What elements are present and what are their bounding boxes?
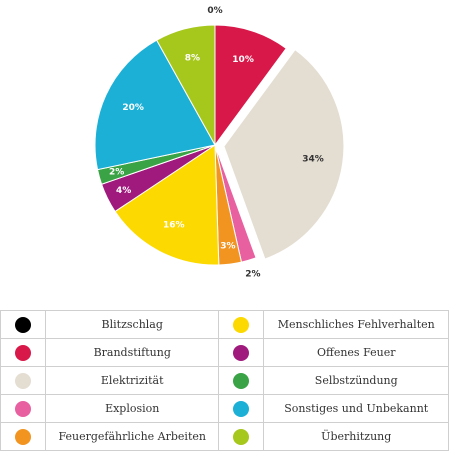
legend-icon-cell bbox=[0, 338, 46, 367]
legend-swatch bbox=[15, 400, 31, 417]
legend-swatch bbox=[233, 428, 250, 445]
legend-row: Brandstiftung Offenes Feuer bbox=[0, 338, 449, 367]
legend-icon-cell bbox=[218, 422, 265, 451]
legend-label: Elektrizität bbox=[44, 366, 220, 395]
pie-slice bbox=[155, 24, 216, 147]
slice-label: 2% bbox=[109, 168, 124, 178]
legend-label: Selbstzündung bbox=[263, 366, 449, 395]
legend-label: Menschliches Fehlverhalten bbox=[263, 310, 449, 339]
slice-label: 3% bbox=[220, 242, 235, 252]
legend-label: Explosion bbox=[44, 394, 220, 423]
pie-slice bbox=[214, 24, 287, 147]
legend: Blitzschlag Menschliches Fehlverhalten Bra… bbox=[0, 310, 449, 451]
legend-swatch bbox=[233, 344, 250, 361]
legend-label: Sonstiges und Unbekannt bbox=[263, 394, 449, 423]
legend-swatch bbox=[233, 400, 250, 417]
slice-label: 4% bbox=[116, 186, 131, 196]
legend-label: Brandstiftung bbox=[44, 338, 220, 367]
legend-swatch bbox=[15, 344, 31, 361]
legend-label: Feuergefährliche Arbeiten bbox=[44, 422, 220, 451]
pie-slice bbox=[223, 48, 345, 260]
legend-row: Feuergefährliche Arbeiten Überhitzung bbox=[0, 422, 449, 451]
legend-label: Überhitzung bbox=[263, 422, 449, 451]
slice-label: 2% bbox=[245, 269, 260, 279]
legend-swatch bbox=[15, 316, 31, 333]
pie-slice bbox=[114, 144, 220, 266]
legend-icon-cell bbox=[218, 310, 265, 339]
slice-label: 34% bbox=[302, 155, 324, 165]
legend-icon-cell bbox=[0, 310, 46, 339]
legend-icon-cell bbox=[218, 366, 265, 395]
slice-label: 20% bbox=[122, 103, 144, 113]
legend-icon-cell bbox=[218, 394, 265, 423]
pie-slice bbox=[94, 39, 216, 171]
legend-row: Blitzschlag Menschliches Fehlverhalten bbox=[0, 310, 449, 339]
legend-label: Blitzschlag bbox=[44, 310, 220, 339]
legend-swatch bbox=[233, 316, 250, 333]
legend-icon-cell bbox=[218, 338, 265, 367]
legend-icon-cell bbox=[0, 366, 46, 395]
legend-swatch bbox=[15, 428, 31, 445]
legend-row: Explosion Sonstiges und Unbekannt bbox=[0, 394, 449, 423]
slice-label: 10% bbox=[232, 55, 254, 65]
slice-label: 0% bbox=[207, 6, 222, 16]
legend-swatch bbox=[233, 372, 250, 389]
legend-label: Offenes Feuer bbox=[263, 338, 449, 367]
legend-icon-cell bbox=[0, 422, 46, 451]
legend-row: Elektrizität Selbstzündung bbox=[0, 366, 449, 395]
pie-chart: 0% 10% 34% 2% 3% 16% 4% 2% 20% 8% bbox=[94, 6, 345, 279]
slice-label: 16% bbox=[163, 220, 185, 230]
legend-swatch bbox=[15, 372, 31, 389]
legend-icon-cell bbox=[0, 394, 46, 423]
slice-label: 8% bbox=[185, 53, 200, 63]
